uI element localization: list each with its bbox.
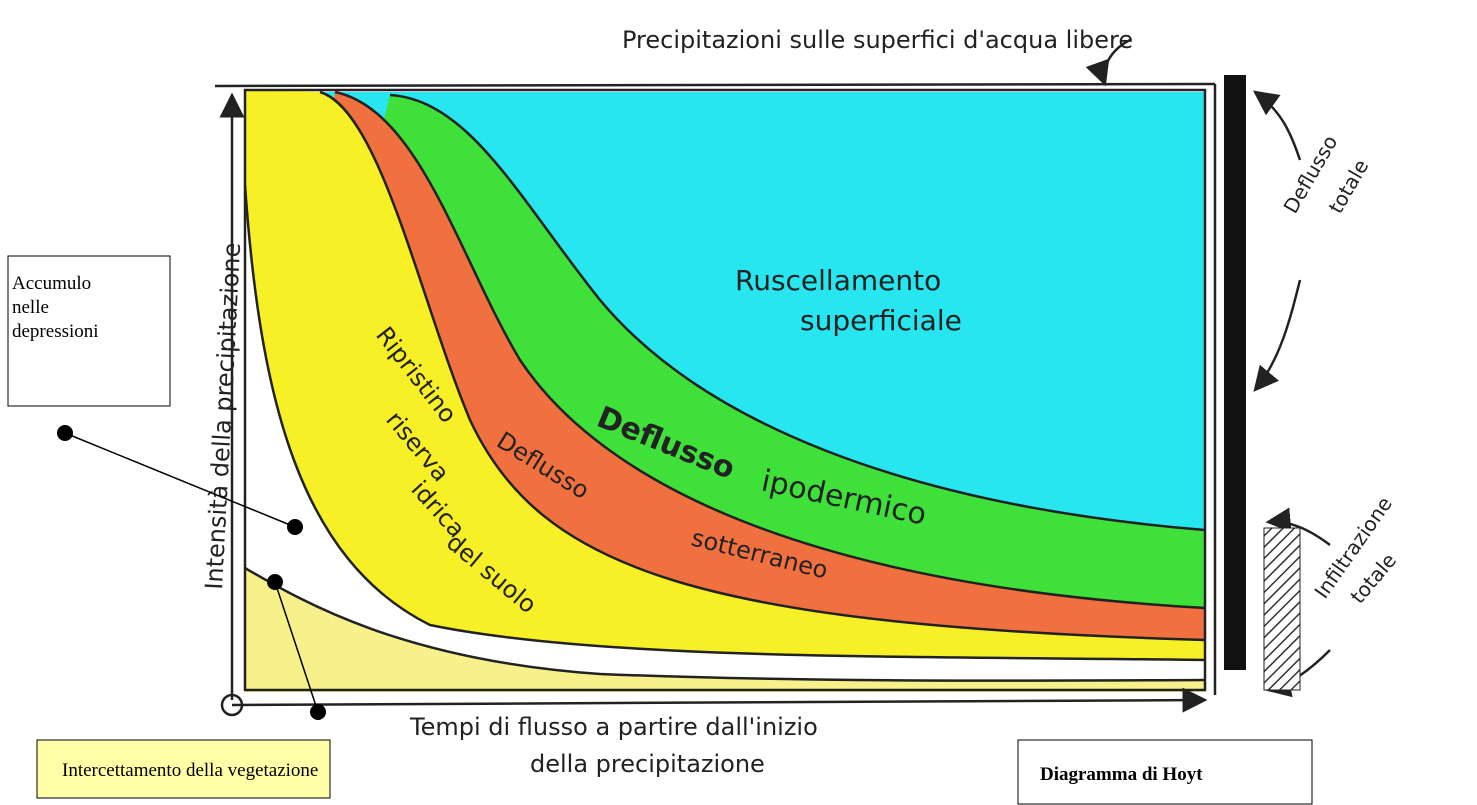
interception-area <box>245 568 1205 692</box>
region-label: Ruscellamento <box>735 264 941 297</box>
x-axis-label: Tempi di flusso a partire dall'inizio <box>409 713 818 741</box>
title-box <box>1017 739 1313 805</box>
callouts: Accumulo nelle depressioni Intercettamen… <box>7 255 1313 805</box>
callout-box <box>36 739 331 799</box>
regions <box>245 90 1205 692</box>
outlines <box>214 38 1331 717</box>
total-runoff-bar <box>1224 75 1246 670</box>
top-label: Precipitazioni sulle superfici d'acqua l… <box>622 26 1133 54</box>
title: Diagramma di Hoyt <box>1040 764 1203 785</box>
callout-text: Accumulo nelle depressioni <box>12 273 99 342</box>
x-axis-label: della precipitazione <box>530 750 765 778</box>
soil-area <box>245 90 1205 690</box>
side-label: totale <box>1324 155 1374 217</box>
callout-box <box>7 255 171 407</box>
callout-label: Accumulo nelle depressioni <box>12 273 99 342</box>
callout-label: Intercettamento della vegetazione <box>62 760 318 781</box>
y-axis-label: Intensità della precipitazione <box>200 242 246 590</box>
total-infiltration-bar <box>1263 527 1301 691</box>
region-label: superficiale <box>800 304 962 337</box>
